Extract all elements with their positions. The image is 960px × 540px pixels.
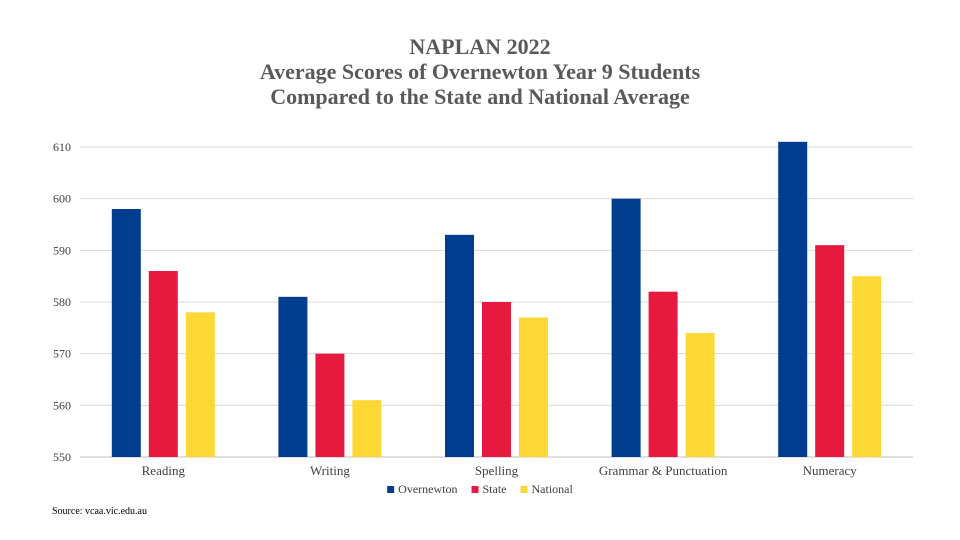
y-tick-label: 590 bbox=[53, 243, 71, 257]
x-category-label: Writing bbox=[310, 463, 350, 478]
bar-national-numeracy bbox=[852, 276, 882, 457]
bar-state-grammar-punctuation bbox=[648, 291, 678, 457]
y-tick-label: 600 bbox=[53, 192, 71, 206]
chart-title: NAPLAN 2022 Average Scores of Overnewton… bbox=[260, 34, 701, 109]
legend-label-state: State bbox=[483, 482, 507, 496]
x-category-label: Spelling bbox=[475, 463, 519, 478]
x-category-label: Grammar & Punctuation bbox=[599, 463, 728, 478]
legend-label-national: National bbox=[532, 482, 574, 496]
bar-overnewton-numeracy bbox=[778, 141, 808, 458]
legend-label-overnewton: Overnewton bbox=[398, 482, 457, 496]
y-tick-label: 570 bbox=[53, 347, 71, 361]
bar-state-reading bbox=[148, 271, 178, 457]
bar-national-grammar-punctuation bbox=[685, 333, 715, 457]
y-axis-ticks: 550 560 570 580 590 600 610 bbox=[53, 140, 71, 464]
x-category-label: Reading bbox=[142, 463, 186, 478]
bar-state-spelling bbox=[482, 302, 511, 457]
legend-swatch-national bbox=[520, 486, 528, 493]
bar-state-writing bbox=[315, 353, 345, 457]
bar-overnewton-spelling bbox=[445, 234, 474, 457]
bar-state-numeracy bbox=[815, 245, 845, 457]
chart-title-line-2: Average Scores of Overnewton Year 9 Stud… bbox=[260, 59, 701, 84]
bar-overnewton-grammar-punctuation bbox=[611, 198, 641, 457]
bar-national-reading bbox=[185, 312, 215, 457]
x-axis-categories: Reading Writing Spelling Grammar & Punctuat… bbox=[142, 463, 858, 478]
x-category-label: Numeracy bbox=[803, 463, 858, 478]
bar-national-spelling bbox=[519, 317, 548, 457]
y-tick-label: 560 bbox=[53, 398, 71, 412]
legend-swatch-state bbox=[471, 486, 479, 493]
legend: Overnewton State National bbox=[387, 482, 573, 496]
y-tick-label: 610 bbox=[53, 140, 71, 154]
y-tick-label: 580 bbox=[53, 295, 71, 309]
bars bbox=[111, 141, 882, 458]
bar-overnewton-writing bbox=[278, 296, 308, 457]
source-note: Source: vcaa.vic.edu.au bbox=[52, 506, 147, 517]
chart-title-line-1: NAPLAN 2022 bbox=[409, 34, 550, 59]
bar-national-writing bbox=[352, 400, 382, 457]
legend-swatch-overnewton bbox=[387, 486, 395, 493]
chart-title-line-3: Compared to the State and National Avera… bbox=[270, 84, 690, 109]
bar-overnewton-reading bbox=[111, 209, 141, 457]
y-tick-label: 550 bbox=[53, 450, 71, 464]
